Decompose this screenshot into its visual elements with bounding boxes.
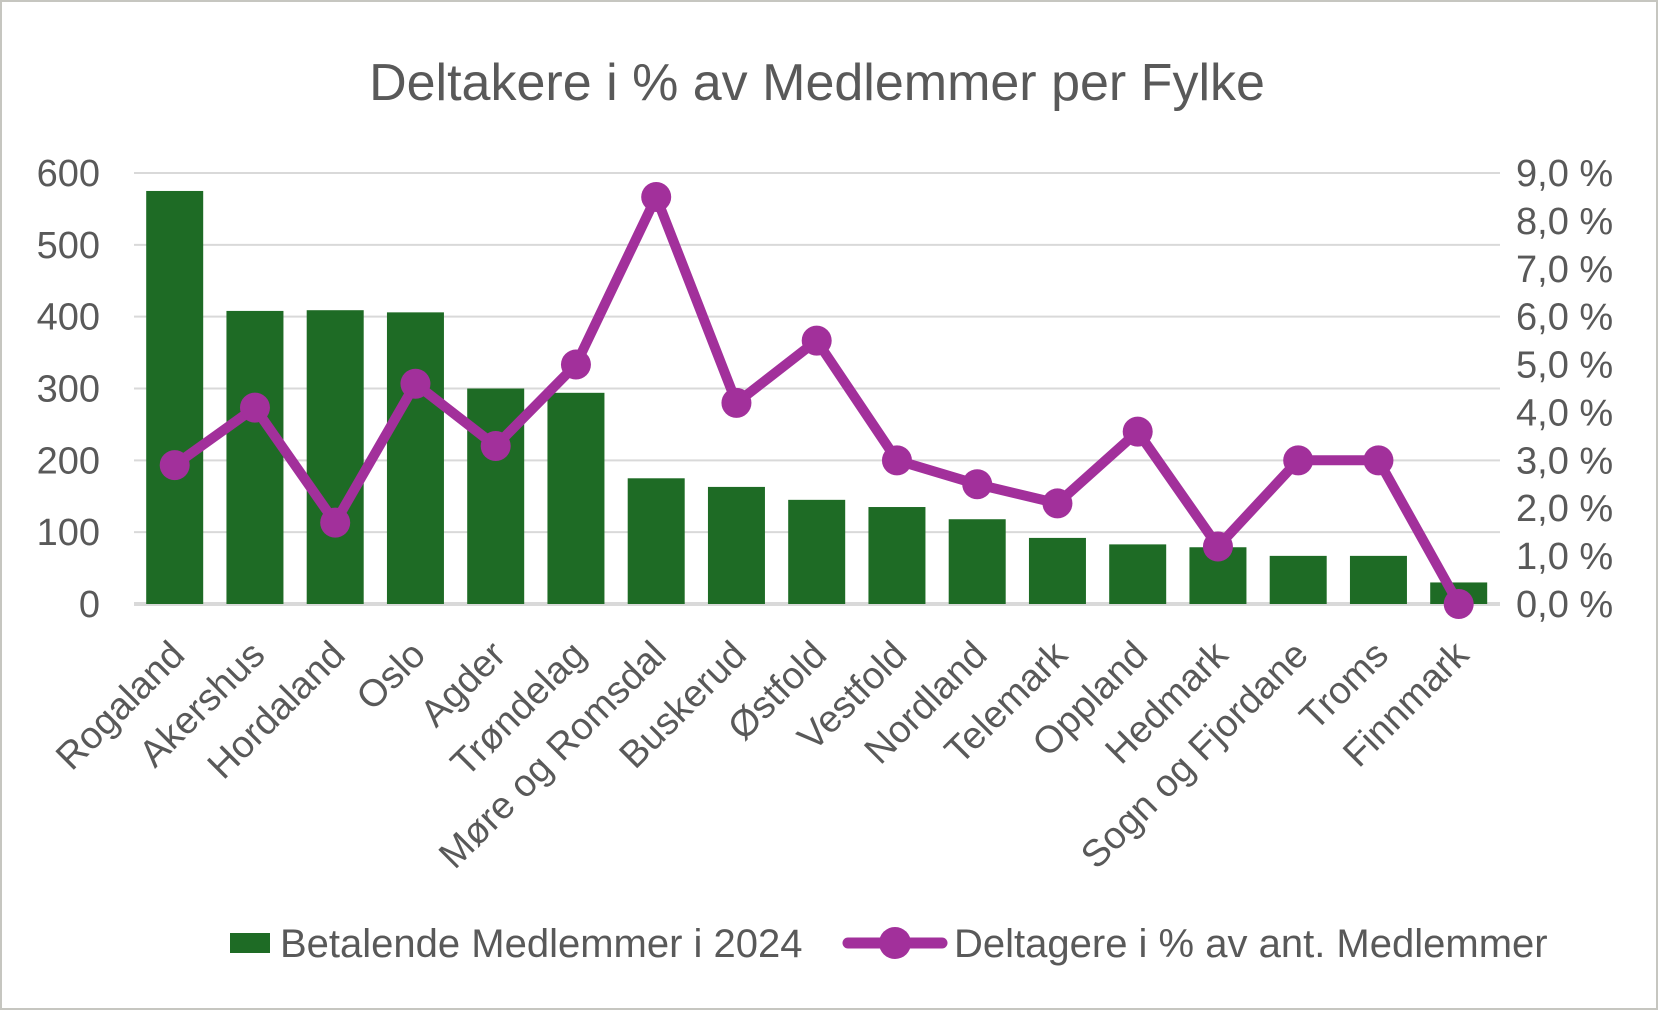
bar-Rogaland — [146, 190, 204, 605]
right-axis-tick-1: 1,0 % — [1516, 536, 1613, 578]
bar-Troms — [1349, 555, 1407, 604]
line-point-Vestfold — [881, 445, 912, 476]
bar-series-swatch — [230, 933, 270, 953]
right-axis-tick-7: 7,0 % — [1516, 249, 1613, 291]
bar-Akershus — [226, 310, 284, 604]
right-axis-tick-6: 6,0 % — [1516, 297, 1613, 339]
bar-Møre og Romsdal — [627, 478, 685, 604]
left-axis-tick-0: 0 — [79, 584, 100, 626]
line-point-Agder — [480, 430, 511, 461]
bar-Sogn og Fjordane — [1269, 555, 1327, 604]
left-axis-tick-200: 200 — [37, 440, 100, 482]
right-axis-tick-8: 8,0 % — [1516, 201, 1613, 243]
bar-series — [146, 190, 1488, 605]
bar-Oslo — [386, 312, 444, 604]
line-point-Oslo — [400, 368, 431, 399]
line-point-Møre og Romsdal — [641, 181, 672, 212]
left-axis-tick-600: 600 — [37, 153, 100, 195]
bar-Buskerud — [707, 486, 765, 604]
line-point-Oppland — [1122, 416, 1153, 447]
left-axis-tick-100: 100 — [37, 512, 100, 554]
bar-Vestfold — [868, 507, 926, 604]
line-series-legend-label: Deltagere i % av ant. Medlemmer — [954, 922, 1548, 966]
line-point-Østfold — [801, 325, 832, 356]
line-point-Telemark — [1042, 488, 1073, 519]
chart-title: Deltakere i % av Medlemmer per Fylke — [369, 54, 1265, 112]
bar-Hordaland — [306, 310, 364, 604]
line-point-Sogn og Fjordane — [1283, 445, 1314, 476]
line-series — [159, 181, 1474, 619]
line-series-marker-swatch — [879, 927, 911, 959]
left-axis-tick-500: 500 — [37, 225, 100, 267]
right-axis-tick-0: 0,0 % — [1516, 584, 1613, 626]
bar-Nordland — [948, 519, 1006, 604]
left-axis-tick-300: 300 — [37, 369, 100, 411]
right-axis-tick-labels: 0,0 % 1,0 % 2,0 % 3,0 % 4,0 % 5,0 % 6,0 % 7,0 %… — [1516, 153, 1613, 626]
left-axis-tick-400: 400 — [37, 297, 100, 339]
line-point-Nordland — [962, 469, 993, 500]
legend: Betalende Medlemmer i 2024 Deltagere i %… — [230, 922, 1548, 966]
line-point-Hordaland — [320, 507, 351, 538]
line-point-Troms — [1363, 445, 1394, 476]
category-axis-labels: RogalandAkershusHordalandOsloAgderTrønde… — [48, 633, 1477, 877]
right-axis-tick-5: 5,0 % — [1516, 345, 1613, 387]
right-axis-tick-2: 2,0 % — [1516, 488, 1613, 530]
line-point-Trøndelag — [560, 349, 591, 380]
right-axis-tick-9: 9,0 % — [1516, 153, 1613, 195]
right-axis-tick-3: 3,0 % — [1516, 440, 1613, 482]
bar-Oppland — [1109, 544, 1167, 604]
bar-Telemark — [1028, 537, 1086, 604]
line-point-Hedmark — [1202, 531, 1233, 562]
bar-series-legend-label: Betalende Medlemmer i 2024 — [280, 922, 803, 966]
line-point-Buskerud — [721, 387, 752, 418]
line-point-Finnmark — [1443, 589, 1474, 619]
bar-Trøndelag — [547, 392, 605, 604]
right-axis-tick-4: 4,0 % — [1516, 392, 1613, 434]
bar-Østfold — [788, 499, 846, 604]
line-point-Akershus — [239, 392, 270, 423]
line-point-Rogaland — [159, 450, 190, 481]
left-axis-tick-labels: 0 100 200 300 400 500 600 — [37, 153, 100, 626]
